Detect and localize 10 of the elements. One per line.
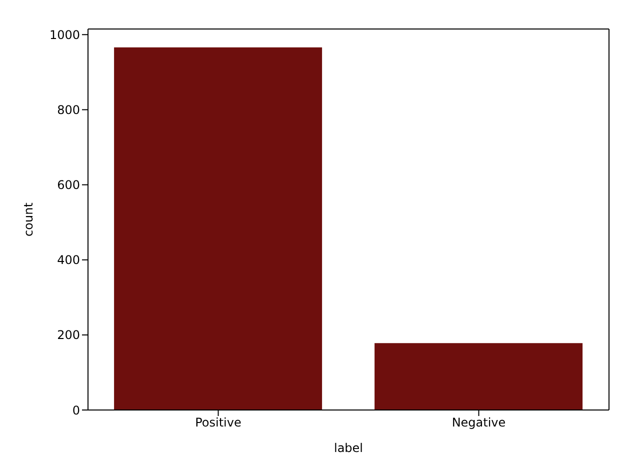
y-tick-label: 800 <box>57 102 80 117</box>
x-tick-label: Negative <box>452 416 506 430</box>
y-tick-label: 0 <box>72 403 80 418</box>
y-tick-label: 600 <box>57 178 80 192</box>
x-tick-label: Positive <box>195 416 242 430</box>
y-tick-label: 1000 <box>49 28 80 42</box>
y-axis-title: count <box>21 202 36 236</box>
x-axis-title: label <box>334 441 364 455</box>
y-tick-label: 400 <box>57 253 80 268</box>
y-tick-label: 200 <box>57 328 80 342</box>
